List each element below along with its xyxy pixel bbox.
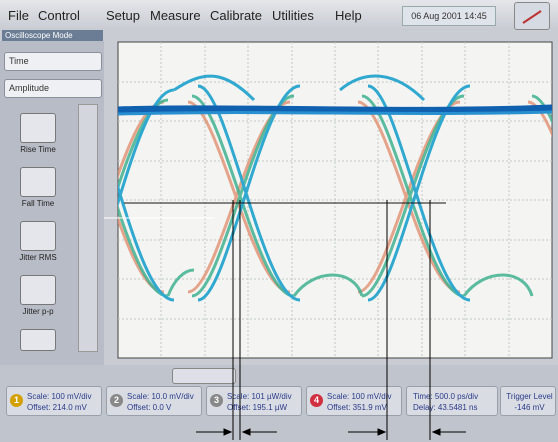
scale: Scale: 10.0 mV/div — [127, 391, 201, 402]
offset: Offset: 0.0 V — [127, 402, 201, 413]
menu-bar: File Control Setup Measure Calibrate Uti… — [0, 0, 558, 30]
app: {"menu":["File","Control","Setup","Measu… — [0, 0, 558, 442]
menu-item[interactable]: Utilities — [272, 8, 314, 23]
trigger-label: Trigger Level — [504, 391, 555, 402]
menu-item[interactable]: Measure — [150, 8, 201, 23]
offset: Offset: 351.9 mV — [327, 402, 401, 413]
button-label: Rise Time — [20, 145, 56, 154]
menu-item[interactable]: Help — [335, 8, 362, 23]
corner-button[interactable] — [514, 2, 550, 30]
channel-number: 2 — [110, 394, 123, 407]
measure-button[interactable]: Jitter RMS — [7, 221, 69, 267]
scale: Scale: 101 µW/div — [227, 391, 301, 402]
menu-item[interactable]: File — [8, 8, 29, 23]
side-panel: Time Amplitude Rise Time Fall Time Jitte… — [0, 41, 104, 365]
measure-button[interactable]: Rise Time — [7, 113, 69, 159]
dropdown[interactable]: Amplitude — [4, 79, 102, 98]
button-label: Jitter p-p — [22, 307, 53, 316]
channel-number: 3 — [210, 394, 223, 407]
time: Time: 500.0 ps/div — [413, 391, 497, 402]
icon — [515, 3, 549, 29]
scroll-button[interactable] — [172, 368, 236, 384]
measure-button[interactable]: Fall Time — [7, 167, 69, 213]
menu-item[interactable]: Control — [38, 8, 80, 23]
menu-item[interactable]: Setup — [106, 8, 140, 23]
button-label: Jitter RMS — [19, 253, 56, 262]
scrollbar[interactable] — [78, 104, 98, 352]
scale: Scale: 100 mV/div — [27, 391, 101, 402]
date-time: 06 Aug 2001 14:45 — [402, 6, 496, 26]
menu-item[interactable]: Calibrate — [210, 8, 262, 23]
offset: Offset: 214.0 mV — [27, 402, 101, 413]
channel-number: 4 — [310, 394, 323, 407]
trigger-box[interactable]: Trigger Level-146 mV — [500, 386, 556, 416]
mode-label: Oscilloscope Mode — [2, 30, 103, 41]
dropdown[interactable]: Time — [4, 52, 102, 71]
channel-number: 1 — [10, 394, 23, 407]
measure-button[interactable] — [7, 329, 69, 359]
scope-display — [104, 30, 558, 365]
button-label: Fall Time — [22, 199, 54, 208]
trigger-value: -146 mV — [504, 402, 555, 413]
delay: Delay: 43.5481 ns — [413, 402, 497, 413]
measure-button[interactable]: Jitter p-p — [7, 275, 69, 321]
offset: Offset: 195.1 µW — [227, 402, 301, 413]
scale: Scale: 100 mV/div — [327, 391, 401, 402]
